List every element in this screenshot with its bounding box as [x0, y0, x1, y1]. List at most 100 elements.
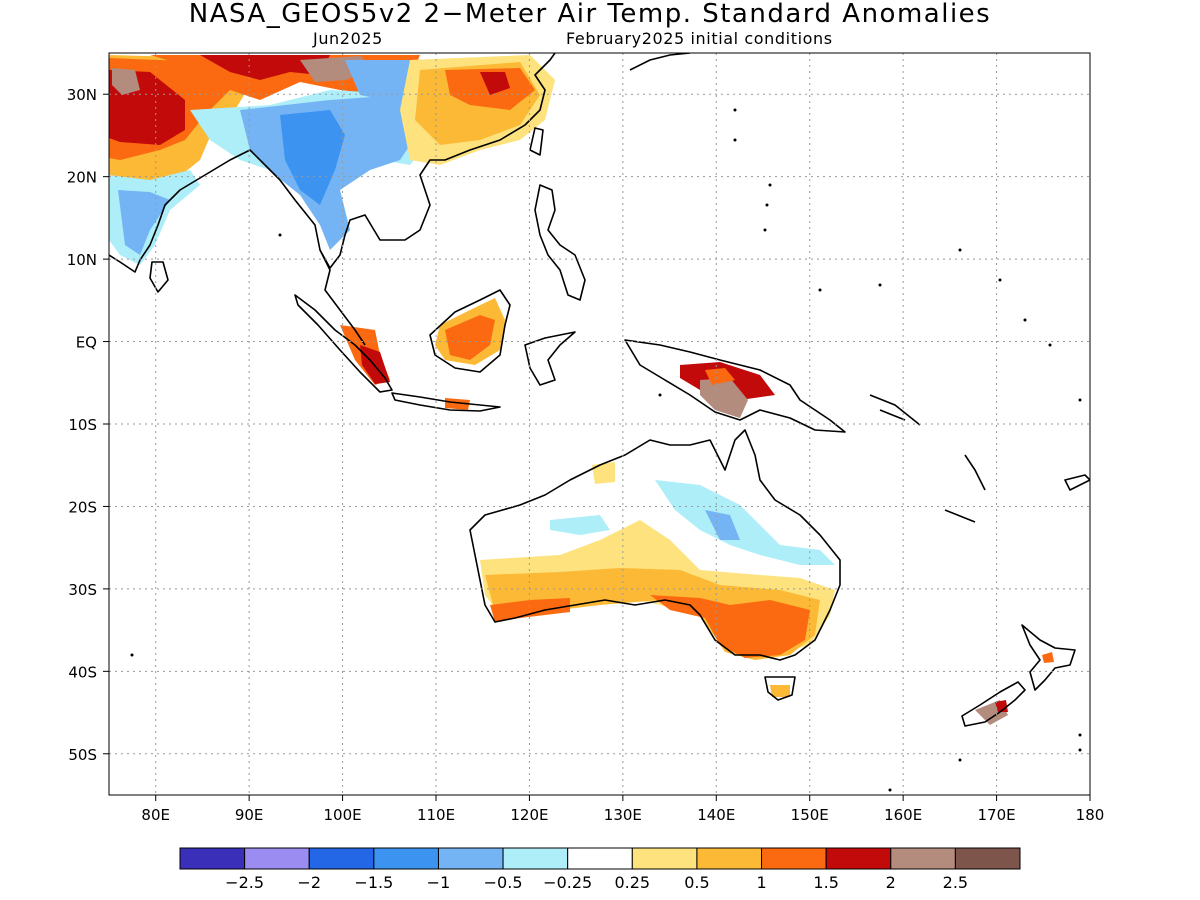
coast-malay-peninsula	[319, 249, 366, 346]
coast-nz-north	[1021, 624, 1076, 691]
anomaly-patch-aus-cool	[655, 480, 835, 565]
island-dot	[958, 248, 962, 252]
anomaly-patch-india-brown	[112, 68, 140, 95]
island-dot	[278, 233, 282, 237]
coast-philippines	[534, 184, 586, 301]
anomaly-patch-java	[445, 398, 470, 410]
island-dot	[768, 183, 772, 187]
lon-tick-label: 90E	[235, 806, 264, 824]
coast-tasmania	[764, 676, 796, 701]
anomaly-patch-nz-north	[1042, 652, 1054, 663]
lon-tick-label: 170E	[978, 806, 1016, 824]
lon-tick-label: 100E	[324, 806, 362, 824]
island-dot	[998, 278, 1002, 282]
lon-tick-label: 120E	[510, 806, 548, 824]
coast-nz-south	[961, 681, 1026, 727]
colorbar: −2.5 −2 −1.5 −1 −0.5 −0.25 0.25 0.5 1 1.5 2 2.5	[179, 847, 1021, 892]
colorbar-swatch	[502, 847, 569, 870]
anomaly-patch-india-blue	[118, 190, 170, 255]
colorbar-label: −1.5	[354, 873, 393, 892]
lat-tick-label: 50S	[68, 746, 97, 764]
lon-tick-label: 180	[1076, 806, 1105, 824]
coast-sulawesi	[524, 331, 576, 386]
initial-conditions: February2025 initial conditions	[566, 29, 833, 48]
colorbar-swatch	[890, 847, 956, 870]
coast-vanuatu	[944, 454, 986, 523]
anomaly-patch-newguinea-brown	[700, 378, 748, 418]
lat-tick-label: 20N	[67, 169, 97, 187]
colorbar-swatch	[825, 847, 892, 870]
colorbar-swatch	[954, 847, 1021, 870]
anomaly-patch-newguinea-orange	[705, 368, 735, 385]
colorbar-label: 2.5	[943, 873, 968, 892]
colorbar-label: −0.5	[484, 873, 523, 892]
lat-tick-label: 20S	[68, 498, 97, 516]
colorbar-swatch	[437, 847, 504, 870]
colorbar-label: 0.5	[684, 873, 709, 892]
island-dot	[958, 758, 962, 762]
island-dot	[763, 228, 767, 232]
coast-taiwan	[529, 127, 544, 156]
island-dot	[733, 108, 737, 112]
coast-java	[391, 392, 501, 412]
anomaly-patch-aus-cool-west	[550, 515, 610, 535]
coastline	[109, 53, 1090, 727]
colorbar-label: 1.5	[813, 873, 838, 892]
map-title: NASA_GEOS5v2 2−Meter Air Temp. Standard …	[188, 0, 992, 29]
longitude-axis: 80E 90E 100E 110E 120E 130E 140E 150E 160E 170E 18…	[141, 795, 1104, 824]
coast-sri-lanka	[149, 261, 169, 293]
colorbar-swatch	[244, 847, 310, 870]
island-dot	[878, 283, 882, 287]
island-dot	[1023, 318, 1027, 322]
colorbar-swatch	[373, 847, 439, 870]
anomaly-patch-tasmania	[770, 685, 790, 697]
island-dot	[733, 138, 737, 142]
colorbar-label: −0.25	[543, 873, 592, 892]
island-dot	[1078, 733, 1082, 737]
lon-tick-label: 140E	[697, 806, 735, 824]
colorbar-label: −2.5	[225, 873, 264, 892]
anomaly-patch-aus-hot-se	[650, 595, 810, 658]
forecast-month: Jun2025	[313, 29, 383, 48]
island-dot	[765, 203, 769, 207]
coast-australia	[469, 429, 841, 661]
coast-solomons	[869, 394, 921, 426]
coast-new-guinea	[624, 339, 846, 433]
coast-sumatra	[294, 294, 393, 393]
anomaly-patch-china-red	[480, 72, 510, 95]
colorbar-swatch	[567, 847, 633, 870]
colorbar-label: 1	[756, 873, 766, 892]
lat-tick-label: 10S	[68, 416, 97, 434]
lat-tick-label: 30S	[68, 581, 97, 599]
anomaly-patch-indochina-deep	[280, 110, 345, 205]
lat-tick-label: 40S	[68, 663, 97, 681]
colorbar-swatch	[761, 847, 827, 870]
colorbar-swatch	[179, 847, 246, 870]
anomaly-patch-borneo-hot	[445, 315, 495, 360]
anomaly-patch-aus-hot-west	[490, 598, 570, 622]
anomaly-field	[109, 55, 1054, 725]
island-dot	[888, 788, 892, 792]
colorbar-label: 0.25	[614, 873, 650, 892]
colorbar-label: 2	[886, 873, 896, 892]
island-dot	[1048, 343, 1052, 347]
coast-japan-south	[629, 53, 691, 71]
lat-tick-label: 10N	[67, 251, 97, 269]
anomaly-patch-tibet-red	[200, 55, 330, 80]
anomaly-patch-aus-blue	[705, 510, 740, 540]
island-dot	[130, 653, 134, 657]
colorbar-label: −2	[297, 873, 321, 892]
coast-new-caledonia	[1064, 474, 1090, 491]
lon-tick-label: 130E	[604, 806, 642, 824]
colorbar-label: −1	[427, 873, 451, 892]
lat-tick-label: EQ	[76, 334, 97, 352]
lon-tick-label: 160E	[884, 806, 922, 824]
island-dot	[658, 393, 662, 397]
coast-borneo	[429, 289, 511, 373]
island-dot	[1078, 398, 1082, 402]
colorbar-swatch	[308, 847, 375, 870]
colorbar-swatch	[631, 847, 698, 870]
anomaly-patch-aus-north-warm	[592, 462, 615, 484]
lon-tick-label: 80E	[141, 806, 170, 824]
